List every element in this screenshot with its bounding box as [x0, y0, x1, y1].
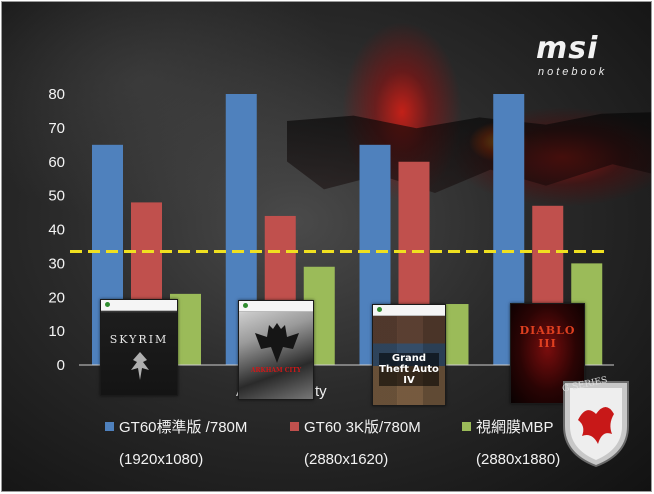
legend-resolution: (2880x1880): [476, 451, 561, 468]
skyrim-cover: SKYRIM: [100, 299, 178, 396]
games-for-windows-strip: [101, 300, 177, 311]
msi-wordmark: msi: [536, 31, 599, 66]
y-tick-label: 50: [48, 188, 65, 205]
windows-logo-icon: [377, 307, 382, 312]
games-for-windows-strip: [373, 305, 445, 316]
legend-item-gt60-3k: GT60 3K版/780M (2880x1620): [290, 416, 421, 468]
windows-logo-icon: [105, 302, 110, 307]
y-tick-label: 70: [48, 120, 65, 137]
legend-item-retina-mbp: 視網膜MBP (2880x1880): [462, 416, 560, 468]
legend-resolution: (1920x1080): [119, 451, 204, 468]
legend-item-gt60-standard: GT60標準版 /780M (1920x1080): [105, 416, 247, 468]
cover-title: ARKHAM CITY: [250, 367, 302, 374]
notebook-subtitle: notebook: [538, 66, 608, 78]
legend-swatch-red: [290, 422, 299, 431]
windows-logo-icon: [243, 303, 248, 308]
legend-swatch-green: [462, 422, 471, 431]
cover-title: Grand Theft Auto IV: [379, 353, 439, 386]
games-for-windows-strip: [239, 301, 313, 312]
g-series-badge: G SERIES: [556, 374, 636, 470]
y-tick-label: 80: [48, 86, 65, 103]
legend-label: GT60標準版 /780M: [119, 419, 248, 436]
batman-figure-icon: [255, 323, 299, 363]
msi-logo: msi notebook: [536, 34, 636, 82]
y-tick-label: 60: [48, 154, 65, 171]
legend-resolution: (2880x1620): [304, 451, 389, 468]
legend-label: 視網膜MBP: [476, 419, 554, 436]
gta-cover: Grand Theft Auto IV: [372, 304, 446, 406]
y-tick-label: 40: [48, 222, 65, 239]
legend-label: GT60 3K版/780M: [304, 419, 421, 436]
y-tick-label: 20: [48, 289, 65, 306]
y-tick-label: 10: [48, 323, 65, 340]
legend-swatch-blue: [105, 422, 114, 431]
x-category-label-fragment: ty: [315, 383, 327, 400]
y-tick-label: 30: [48, 255, 65, 272]
dragon-emblem-icon: [131, 352, 149, 380]
cover-title: SKYRIM: [109, 333, 169, 346]
g-series-shield-icon: [563, 381, 629, 468]
y-tick-label: 0: [57, 357, 65, 374]
cover-title: DIABLO III: [519, 324, 576, 350]
batman-cover: ARKHAM CITY: [238, 300, 314, 400]
